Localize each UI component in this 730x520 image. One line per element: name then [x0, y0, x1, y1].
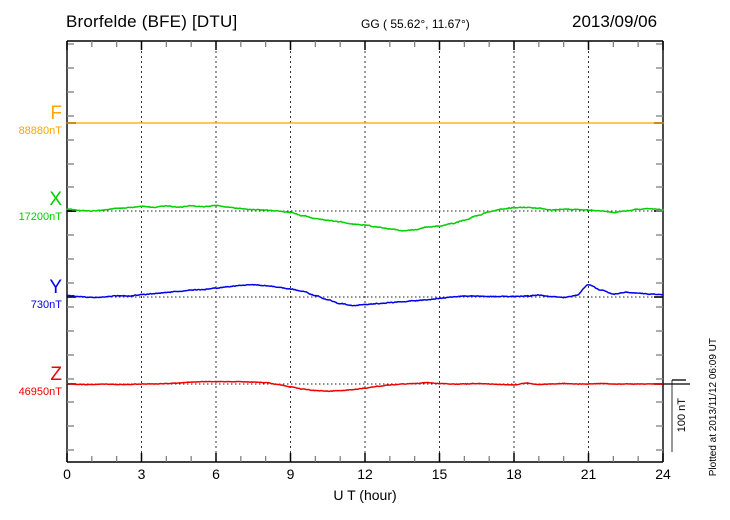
x-tick-label: 3 [137, 466, 146, 482]
component-letter-y: Y [49, 277, 62, 298]
component-letter-x: X [49, 189, 62, 210]
geographic-coordinates: GG ( 55.62°, 11.67°) [361, 17, 470, 31]
component-value-y: 730nT [30, 299, 62, 311]
x-tick-label: 9 [286, 466, 295, 482]
component-label-y: Y 730nT [0, 278, 62, 311]
x-tick-label: 15 [431, 466, 448, 482]
component-letter-f: F [50, 103, 62, 124]
x-tick-label: 0 [63, 466, 71, 482]
scale-bar [663, 379, 690, 452]
component-label-f: F 88880nT [0, 104, 62, 137]
component-label-z: Z 46950nT [0, 365, 62, 398]
component-letter-z: Z [50, 364, 62, 385]
component-label-x: X 17200nT [0, 190, 62, 223]
x-axis-title: U T (hour) [333, 487, 397, 503]
page-title: Brorfelde (BFE) [DTU] [66, 12, 238, 31]
observation-date: 2013/09/06 [572, 12, 658, 31]
grid-layer [141, 41, 589, 462]
scale-bar-label: 100 nT [676, 398, 688, 433]
component-value-x: 17200nT [18, 211, 62, 223]
component-value-f: 88880nT [18, 125, 62, 137]
x-tick-label: 24 [655, 466, 671, 482]
plotted-at-timestamp: Plotted at 2013/11/12 06:09 UT [708, 338, 719, 477]
x-tick-label: 12 [357, 466, 373, 482]
component-value-z: 46950nT [18, 386, 62, 398]
x-tick-label: 21 [580, 466, 597, 482]
x-tick-label: 18 [506, 466, 522, 482]
trace-layer [66, 122, 664, 393]
x-tick-label: 6 [212, 466, 220, 482]
